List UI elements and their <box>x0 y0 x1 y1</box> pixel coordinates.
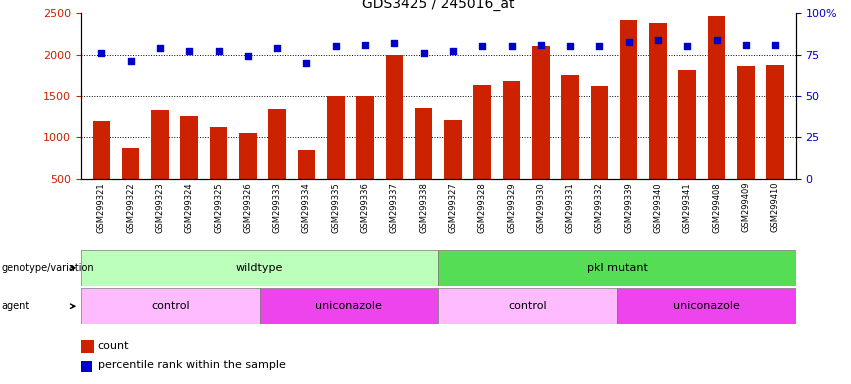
Bar <box>93 121 110 179</box>
Bar <box>260 288 438 324</box>
Point <box>387 40 401 46</box>
Bar <box>767 65 784 179</box>
Text: GSM299410: GSM299410 <box>771 182 780 232</box>
Text: GSM299332: GSM299332 <box>595 182 604 233</box>
Bar <box>532 46 550 179</box>
Bar <box>180 116 198 179</box>
Text: GSM299326: GSM299326 <box>243 182 253 233</box>
Title: GDS3425 / 245016_at: GDS3425 / 245016_at <box>362 0 515 11</box>
Text: agent: agent <box>2 301 30 311</box>
Point <box>592 43 606 50</box>
Point <box>300 60 313 66</box>
Text: GSM299334: GSM299334 <box>302 182 311 233</box>
Bar <box>708 16 725 179</box>
Text: GSM299338: GSM299338 <box>419 182 428 233</box>
Text: GSM299331: GSM299331 <box>566 182 574 233</box>
Point <box>651 37 665 43</box>
Text: GSM299324: GSM299324 <box>185 182 194 233</box>
Bar <box>737 66 755 179</box>
Point <box>505 43 518 50</box>
Bar <box>617 288 796 324</box>
Bar <box>620 20 637 179</box>
Text: GSM299330: GSM299330 <box>536 182 545 233</box>
Bar <box>386 55 403 179</box>
Point <box>124 58 138 65</box>
Point <box>768 42 782 48</box>
Bar <box>473 85 491 179</box>
Text: GSM299323: GSM299323 <box>156 182 164 233</box>
Point <box>710 37 723 43</box>
Point <box>94 50 108 56</box>
Bar <box>678 70 696 179</box>
Bar <box>81 288 260 324</box>
Text: genotype/variation: genotype/variation <box>2 263 94 273</box>
Bar <box>562 74 579 179</box>
Bar <box>503 81 520 179</box>
Bar <box>591 86 608 179</box>
Text: GSM299339: GSM299339 <box>624 182 633 233</box>
Text: GSM299335: GSM299335 <box>331 182 340 233</box>
Text: GSM299408: GSM299408 <box>712 182 721 233</box>
Text: GSM299409: GSM299409 <box>741 182 751 232</box>
Bar <box>438 288 617 324</box>
Bar <box>357 96 374 179</box>
Bar <box>649 23 667 179</box>
Text: count: count <box>98 341 129 351</box>
Bar <box>122 148 140 179</box>
Point <box>622 38 636 45</box>
Text: GSM299322: GSM299322 <box>126 182 135 233</box>
Point <box>153 45 167 51</box>
Text: GSM299325: GSM299325 <box>214 182 223 233</box>
Point <box>182 48 196 55</box>
Bar <box>151 110 168 179</box>
Point <box>739 42 752 48</box>
Point <box>563 43 577 50</box>
Text: GSM299340: GSM299340 <box>654 182 662 233</box>
Bar <box>438 250 796 286</box>
Bar <box>298 151 315 179</box>
Point <box>446 48 460 55</box>
Point <box>271 45 284 51</box>
Point <box>417 50 431 56</box>
Text: GSM299329: GSM299329 <box>507 182 516 233</box>
Text: GSM299328: GSM299328 <box>477 182 487 233</box>
Text: GSM299337: GSM299337 <box>390 182 399 233</box>
Bar <box>327 96 345 179</box>
Bar <box>209 127 227 179</box>
Point <box>476 43 489 50</box>
Bar <box>81 250 438 286</box>
Bar <box>268 109 286 179</box>
Text: control: control <box>151 301 190 311</box>
Text: GSM299327: GSM299327 <box>448 182 458 233</box>
Point <box>212 48 226 55</box>
Text: percentile rank within the sample: percentile rank within the sample <box>98 360 286 370</box>
Point <box>329 43 343 50</box>
Bar <box>239 133 257 179</box>
Text: GSM299321: GSM299321 <box>97 182 106 233</box>
Text: GSM299333: GSM299333 <box>272 182 282 233</box>
Text: GSM299341: GSM299341 <box>683 182 692 233</box>
Text: uniconazole: uniconazole <box>316 301 382 311</box>
Point <box>241 53 254 60</box>
Point <box>681 43 694 50</box>
Text: control: control <box>508 301 547 311</box>
Point <box>534 42 547 48</box>
Text: uniconazole: uniconazole <box>673 301 740 311</box>
Text: wildtype: wildtype <box>236 263 283 273</box>
Bar <box>414 108 432 179</box>
Bar <box>444 120 462 179</box>
Text: GSM299336: GSM299336 <box>361 182 369 233</box>
Text: pkl mutant: pkl mutant <box>586 263 648 273</box>
Point <box>358 42 372 48</box>
